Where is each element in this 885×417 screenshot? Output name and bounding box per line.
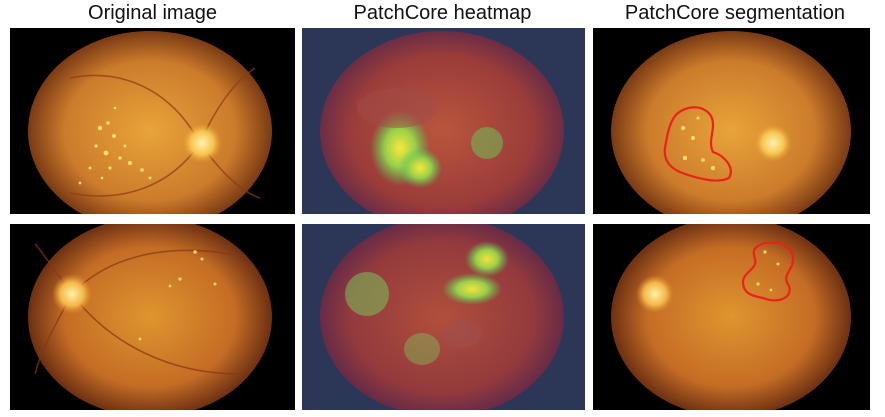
segmentation-contour xyxy=(741,241,795,302)
segmentation-contour xyxy=(663,106,732,182)
segmentation-overlay xyxy=(611,224,851,410)
column-title-heatmap: PatchCore heatmap xyxy=(353,2,532,24)
heatmap-overlay xyxy=(302,224,585,410)
heatmap-row2 xyxy=(302,224,585,410)
segmentation-overlay xyxy=(611,31,851,214)
heatmap-overlay xyxy=(302,28,585,214)
column-title-original: Original image xyxy=(88,2,217,24)
fundus-photo xyxy=(28,31,272,214)
column-title-segmentation: PatchCore segmentation xyxy=(624,2,846,24)
original-image-row1 xyxy=(10,28,295,214)
original-image-row2 xyxy=(10,224,295,410)
segmentation-row2 xyxy=(593,224,870,410)
segmentation-row1 xyxy=(593,28,870,214)
heatmap-row1 xyxy=(302,28,585,214)
fundus-photo xyxy=(28,224,272,410)
